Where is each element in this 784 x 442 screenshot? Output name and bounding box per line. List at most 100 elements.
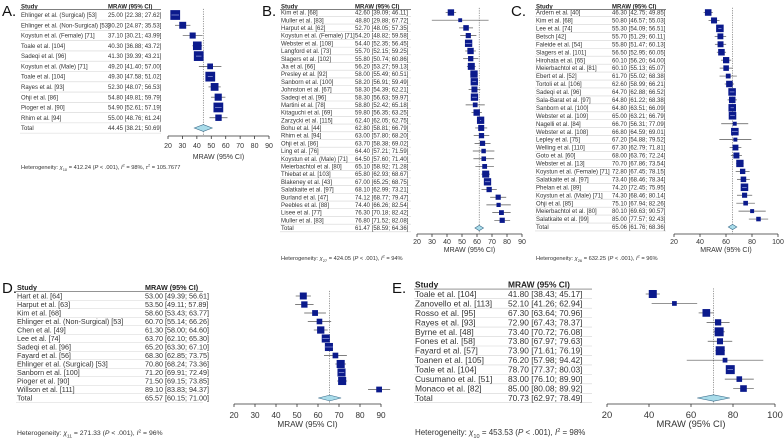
- study-name: Total: [415, 393, 433, 403]
- study-name: Cusumano et al. [51]: [415, 374, 492, 384]
- column-header-study: Study: [415, 279, 439, 289]
- paren: ),: [631, 256, 636, 262]
- p-symbol: P: [610, 256, 614, 262]
- mraw-ci-value: 52.10 [41.26; 62.94]: [508, 298, 583, 308]
- chi-square-value: 453.53: [489, 428, 514, 437]
- point-estimate-marker: [482, 170, 490, 178]
- point-estimate-marker: [716, 338, 724, 345]
- study-name: Slagers et al. [102]: [281, 57, 331, 63]
- study-name: Sanborn et al. [100]: [17, 368, 80, 377]
- study-row: Hart et al. [64] 53.00 [49.39; 56.61]: [16, 292, 311, 301]
- mraw-ci-value: 66.70 [56.31; 77.09]: [612, 122, 666, 128]
- study-name: Total: [536, 225, 549, 231]
- study-name: Pioger et al. [90]: [17, 377, 69, 386]
- column-header-study: Study: [281, 4, 298, 10]
- x-tick-label: 70: [236, 143, 244, 150]
- study-name: Kim et al. [68]: [281, 11, 318, 17]
- study-row: Tortoli et al. [106] 62.60 [58.99; 66.21]: [535, 80, 735, 89]
- mraw-ci-value: 67.30 [63.64; 70.96]: [508, 308, 583, 318]
- mraw-ci-value: 68.00 [63.76; 72.24]: [612, 154, 666, 160]
- study-name: Toale et al. [104]: [415, 365, 476, 375]
- study-row: Koystun et al. (Male) [71] 49.20 [41.40; …: [20, 63, 222, 72]
- i-squared-value: 96%: [646, 256, 657, 262]
- study-name: Toale et al. [104]: [21, 75, 65, 81]
- mraw-ci-value: 59.80 [56.35; 63.25]: [355, 111, 409, 117]
- forest-panel-d: D. Study MRAW (95% CI) Hart et al. [64] 53.0…: [2, 280, 391, 439]
- x-tick-label: 40: [644, 409, 654, 420]
- mraw-ci-value: 60.10 [56.20; 64.00]: [612, 58, 666, 64]
- study-name: Lepley et al. [75]: [536, 138, 580, 144]
- point-estimate-marker: [743, 200, 748, 206]
- study-row: Salatkaite et al. [97] 68.10 [62.99; 73.2…: [280, 186, 497, 194]
- study-row: Peebles et al. [88] 74.40 [66.26; 82.54]: [280, 202, 511, 210]
- mraw-ci-value: 58.30 [54.39; 62.21]: [355, 88, 409, 94]
- study-name: Ehlinger et al. (Surgical) [53]: [21, 13, 97, 19]
- study-name: Rhim et al. [94]: [21, 116, 62, 122]
- i-symbol: I: [381, 256, 383, 262]
- study-row: Rosso et al. [95] 67.30 [63.64; 70.96]: [414, 308, 715, 318]
- study-row: Ehlinger et al. (Non-Surgical) [53] 60.70…: [16, 317, 332, 327]
- mraw-ci-value: 76.80 [71.52; 82.08]: [355, 218, 409, 224]
- equals: =: [385, 256, 391, 262]
- mraw-ci-value: 65.80 [62.93; 68.67]: [355, 172, 409, 178]
- study-name: Webster et al. [108]: [281, 41, 333, 47]
- study-name: Rayes et al. [93]: [415, 317, 476, 327]
- mraw-ci-value: 72.80 [67.45; 78.15]: [612, 169, 666, 175]
- study-row: Ehlinger et al. (Surgical) [53] 70.80 [68…: [16, 360, 347, 369]
- chi-square-value: 424.05: [334, 256, 351, 262]
- point-estimate-marker: [740, 385, 747, 392]
- paren: ),: [131, 430, 137, 437]
- chi-square-value: 412.24: [74, 165, 91, 171]
- study-name: Johnston et al. [67]: [281, 88, 332, 94]
- study-row: Pioger et al. [90] 54.90 [52.61; 57.19]: [20, 102, 224, 113]
- degrees-of-freedom: 26: [578, 258, 583, 263]
- point-estimate-marker: [473, 109, 480, 116]
- heterogeneity-statistic: Heterogeneity: χ11 = 271.33 (P < .001), …: [17, 428, 163, 439]
- mraw-ci-value: 54.90 [52.61; 57.19]: [108, 106, 162, 112]
- point-estimate-marker: [722, 357, 728, 363]
- heterogeneity-label: Heterogeneity:: [17, 430, 63, 437]
- study-row: Rayes et al. [93] 52.30 [48.07; 56.53]: [20, 83, 221, 93]
- study-name: Ehlinger et al. (Non-Surgical) [53]: [21, 23, 110, 29]
- mraw-ci-value: 64.70 [62.88; 66.52]: [612, 90, 666, 96]
- study-row: Salatkaite et al. [97] 73.40 [68.46; 78.3…: [535, 176, 750, 184]
- study-name: Chen et al. [49]: [17, 326, 66, 335]
- study-row: Muller et al. [83] 76.80 [71.52; 82.08]: [280, 217, 511, 225]
- x-tick-label: 20: [229, 411, 239, 420]
- mraw-ci-value: 74.20 [72.45; 75.95]: [612, 185, 666, 191]
- x-tick-label: 50: [458, 239, 466, 246]
- study-row: Sanborn et al. [100] 71.20 [69.91; 72.49]: [16, 368, 346, 378]
- mraw-ci-value: 41.80 [38.43; 45.17]: [508, 289, 583, 299]
- i-squared-value: 94%: [391, 256, 402, 262]
- point-estimate-marker: [733, 137, 738, 142]
- mraw-ci-value: 63.70 [62.10; 65.30]: [145, 334, 209, 343]
- chi-symbol: χ: [468, 428, 474, 437]
- study-name: Fones et al. [58]: [415, 336, 475, 346]
- point-estimate-marker: [499, 210, 504, 216]
- mraw-ci-value: 70.70 [67.86; 73.54]: [612, 162, 666, 168]
- point-estimate-marker: [495, 194, 501, 200]
- mraw-ci-value: 64.80 [61.22; 68.38]: [612, 98, 666, 104]
- study-name: Sadeqi et al. [96]: [281, 95, 326, 101]
- mraw-ci-value: 89.10 [83.83; 94.37]: [145, 385, 209, 394]
- mraw-ci-value: 60.10 [55.13; 65.07]: [612, 66, 666, 72]
- comma: ,: [143, 165, 146, 171]
- study-name: Sanborn et al. [100]: [281, 80, 334, 86]
- point-estimate-marker: [723, 65, 729, 71]
- mraw-ci-value: 55.70 [52.15; 59.25]: [355, 49, 409, 55]
- study-name: Willson et al. [111]: [17, 385, 75, 394]
- point-estimate-marker: [376, 386, 382, 393]
- study-row: Slagers et al. [102] 55.80 [50.74; 60.86]: [280, 56, 479, 63]
- mraw-ci-value: 67.20 [54.88; 79.52]: [612, 138, 666, 144]
- mraw-ci-value: 58.60 [53.43; 63.77]: [145, 309, 209, 318]
- mraw-ci-value: 58.30 [56.63; 59.97]: [355, 95, 409, 101]
- mraw-ci-value: 73.90 [71.61; 76.19]: [508, 346, 583, 356]
- point-estimate-marker: [750, 209, 755, 214]
- study-name: Lisee et al. [77]: [281, 211, 322, 217]
- study-name: Fayard et al. [57]: [415, 346, 478, 356]
- study-row: Cusumano et al. [51] 83.00 [76.10; 89.90]: [414, 374, 754, 385]
- mraw-ci-value: 70.73 [62.97; 78.49]: [508, 393, 583, 403]
- mraw-ci-value: 53.50 [49.11; 57.89]: [145, 300, 208, 309]
- point-estimate-marker: [756, 216, 761, 222]
- study-name: Nagelli et al. [84]: [536, 122, 581, 128]
